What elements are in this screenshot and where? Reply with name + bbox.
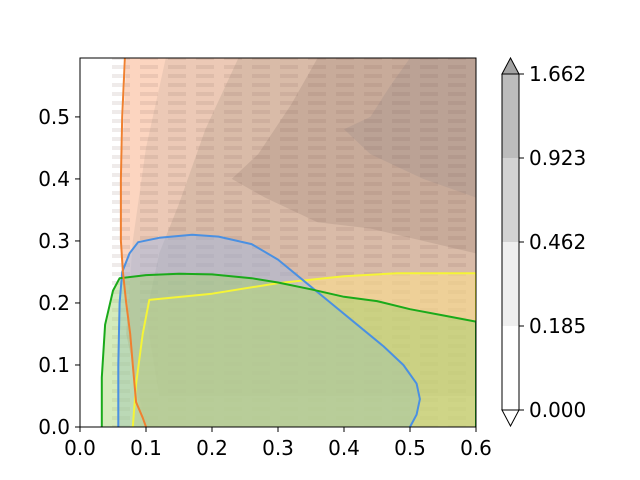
colorbar-tick-label: 1.662 xyxy=(529,62,586,86)
region-outline-2 xyxy=(100,272,476,427)
x-tick-label: 0.6 xyxy=(460,436,492,460)
region-fill-2 xyxy=(101,273,476,427)
y-tick-label: 0.0 xyxy=(38,415,70,439)
region-fills xyxy=(101,234,476,427)
colorbar-tick-label: 0.185 xyxy=(529,314,586,338)
region-outline-3 xyxy=(119,58,147,427)
colorbar: 0.000 0.185 0.462 0.923 1.662 xyxy=(501,56,586,428)
colorbar-segment xyxy=(502,326,519,410)
region-fill-1 xyxy=(118,234,420,427)
region-outlines xyxy=(100,58,476,427)
y-tick-label: 0.1 xyxy=(38,353,70,377)
y-tick-label: 0.4 xyxy=(38,167,70,191)
plot-area xyxy=(80,58,476,427)
x-tick-label: 0.5 xyxy=(394,436,426,460)
region-fill-0 xyxy=(132,273,476,427)
x-tick-label: 0.1 xyxy=(130,436,162,460)
colorbar-segment xyxy=(502,242,519,326)
x-tick-label: 0.4 xyxy=(328,436,360,460)
x-tick-label: 0.2 xyxy=(196,436,228,460)
y-axis: 0.0 0.1 0.2 0.3 0.4 0.5 xyxy=(38,105,80,439)
x-axis: 0.0 0.1 0.2 0.3 0.4 0.5 0.6 xyxy=(64,427,492,460)
colorbar-extend-min xyxy=(501,409,520,428)
colorbar-segment xyxy=(502,74,519,158)
x-tick-label: 0.0 xyxy=(64,436,96,460)
region-outline-0 xyxy=(131,272,476,427)
x-tick-label: 0.3 xyxy=(262,436,294,460)
colorbar-tick-label: 0.462 xyxy=(529,230,586,254)
y-tick-label: 0.3 xyxy=(38,229,70,253)
colorbar-segment xyxy=(502,158,519,242)
colorbar-tick-label: 0.923 xyxy=(529,146,586,170)
y-tick-label: 0.2 xyxy=(38,291,70,315)
y-tick-label: 0.5 xyxy=(38,105,70,129)
colorbar-tick-label: 0.000 xyxy=(529,398,586,422)
colorbar-extend-max xyxy=(501,56,520,75)
